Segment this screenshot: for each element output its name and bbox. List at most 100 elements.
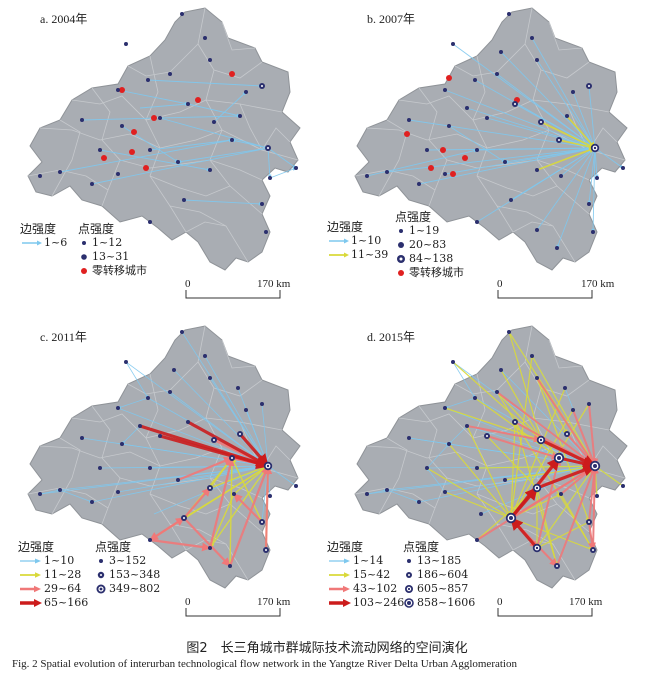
city-node [90, 500, 94, 504]
city-boundary [197, 325, 263, 533]
flow-edge [531, 355, 596, 467]
city-node [203, 36, 207, 40]
scale-zero: 0 [497, 596, 503, 608]
flow-edge [496, 391, 560, 459]
flow-edge [448, 125, 506, 163]
city-node [116, 172, 120, 176]
flow-edge [237, 387, 269, 467]
edge-swatch [20, 572, 41, 578]
flow-edge [117, 407, 269, 467]
flow-edge [187, 420, 270, 468]
zero-city-label: 零转移城市 [92, 264, 147, 277]
flow-edge [418, 146, 596, 185]
node-class-label: 13~185 [417, 554, 462, 567]
flow-edge [209, 465, 269, 549]
city-node [595, 494, 599, 498]
flow-edge [496, 391, 596, 467]
city-node [509, 198, 513, 202]
node-swatch [96, 584, 106, 594]
city-node [176, 160, 180, 164]
flow-edge [181, 331, 269, 467]
city-node [176, 478, 180, 482]
node-class-label: 3~152 [109, 554, 147, 567]
flow-edge [594, 465, 624, 487]
map-2015 [354, 325, 628, 589]
city-node [208, 376, 212, 380]
edge-swatch [329, 585, 350, 593]
city-node [38, 174, 42, 178]
city-node [495, 390, 499, 394]
city-node [148, 148, 152, 152]
node-swatch [99, 559, 103, 563]
city-node [499, 368, 503, 372]
city-node [124, 42, 128, 46]
panel-title: b. 2007年 [367, 12, 416, 26]
city-node [208, 58, 212, 62]
flow-edge [444, 89, 596, 149]
edge-legend: 边强度 1~10 11~28 29~64 65~166 [18, 540, 88, 610]
city-boundary [149, 493, 231, 515]
flow-edge [536, 457, 562, 549]
scale-bar: 0 170 km [497, 596, 602, 617]
city-node [595, 176, 599, 180]
city-node [148, 220, 152, 224]
city-node [168, 390, 172, 394]
zero-transfer-city [450, 171, 456, 177]
flow-edge [91, 146, 269, 185]
node-swatch [404, 598, 414, 608]
city-boundary [378, 119, 408, 197]
city-boundary [446, 477, 590, 499]
city-node [244, 408, 248, 412]
city-node [443, 406, 447, 410]
city-node [475, 538, 479, 542]
city-node [425, 148, 429, 152]
zero-city-swatch [81, 268, 87, 274]
zero-transfer-city [446, 75, 452, 81]
city-boundary [476, 175, 558, 197]
flow-edge [231, 457, 263, 523]
node-class-label: 186~604 [417, 568, 469, 581]
flow-edge [536, 147, 596, 231]
flow-edge [476, 463, 596, 469]
city-boundary [197, 7, 263, 215]
zero-transfer-city [195, 97, 201, 103]
flow-edge [59, 489, 93, 503]
city-node [98, 148, 102, 152]
city-node [264, 230, 268, 234]
panel-2004: a. 2004年 边强度 1~6 点强度 1~12 13~31 零转移城市 0 … [0, 0, 327, 318]
panel-2011: c. 2011年 边强度 1~10 11~28 29~64 65~166 点强度… [0, 318, 327, 636]
zero-transfer-city [119, 87, 125, 93]
flow-edge [588, 85, 597, 149]
flow-edge [556, 465, 597, 567]
flow-edge [366, 488, 388, 495]
scale-label: 170 km [257, 596, 291, 608]
flow-edge [117, 464, 269, 493]
flow-edge [500, 369, 542, 441]
city-node [58, 488, 62, 492]
city-node [146, 78, 150, 82]
flow-edge [588, 521, 596, 551]
city-node [268, 494, 272, 498]
zero-transfer-city [404, 131, 410, 137]
flow-edge [531, 37, 596, 149]
city-node [535, 58, 539, 62]
flow-edge [159, 117, 269, 149]
node-swatch [397, 255, 405, 263]
edge-class-label: 15~42 [353, 568, 391, 581]
flow-edge [183, 487, 211, 519]
flow-edge [566, 115, 596, 149]
flow-edge [99, 149, 211, 172]
city-boundary [454, 43, 526, 77]
node-legend: 点强度 1~12 13~31 零转移城市 [78, 222, 147, 278]
flow-edge [510, 409, 574, 519]
city-node [465, 106, 469, 110]
city-node [138, 424, 142, 428]
city-node [587, 402, 591, 406]
flow-edge [591, 147, 596, 233]
city-node [146, 396, 150, 400]
region-area [27, 325, 301, 589]
flow-edge [500, 51, 596, 149]
node-class-label: 153~348 [109, 568, 161, 581]
city-node [485, 116, 489, 120]
city-boundary [149, 175, 231, 197]
